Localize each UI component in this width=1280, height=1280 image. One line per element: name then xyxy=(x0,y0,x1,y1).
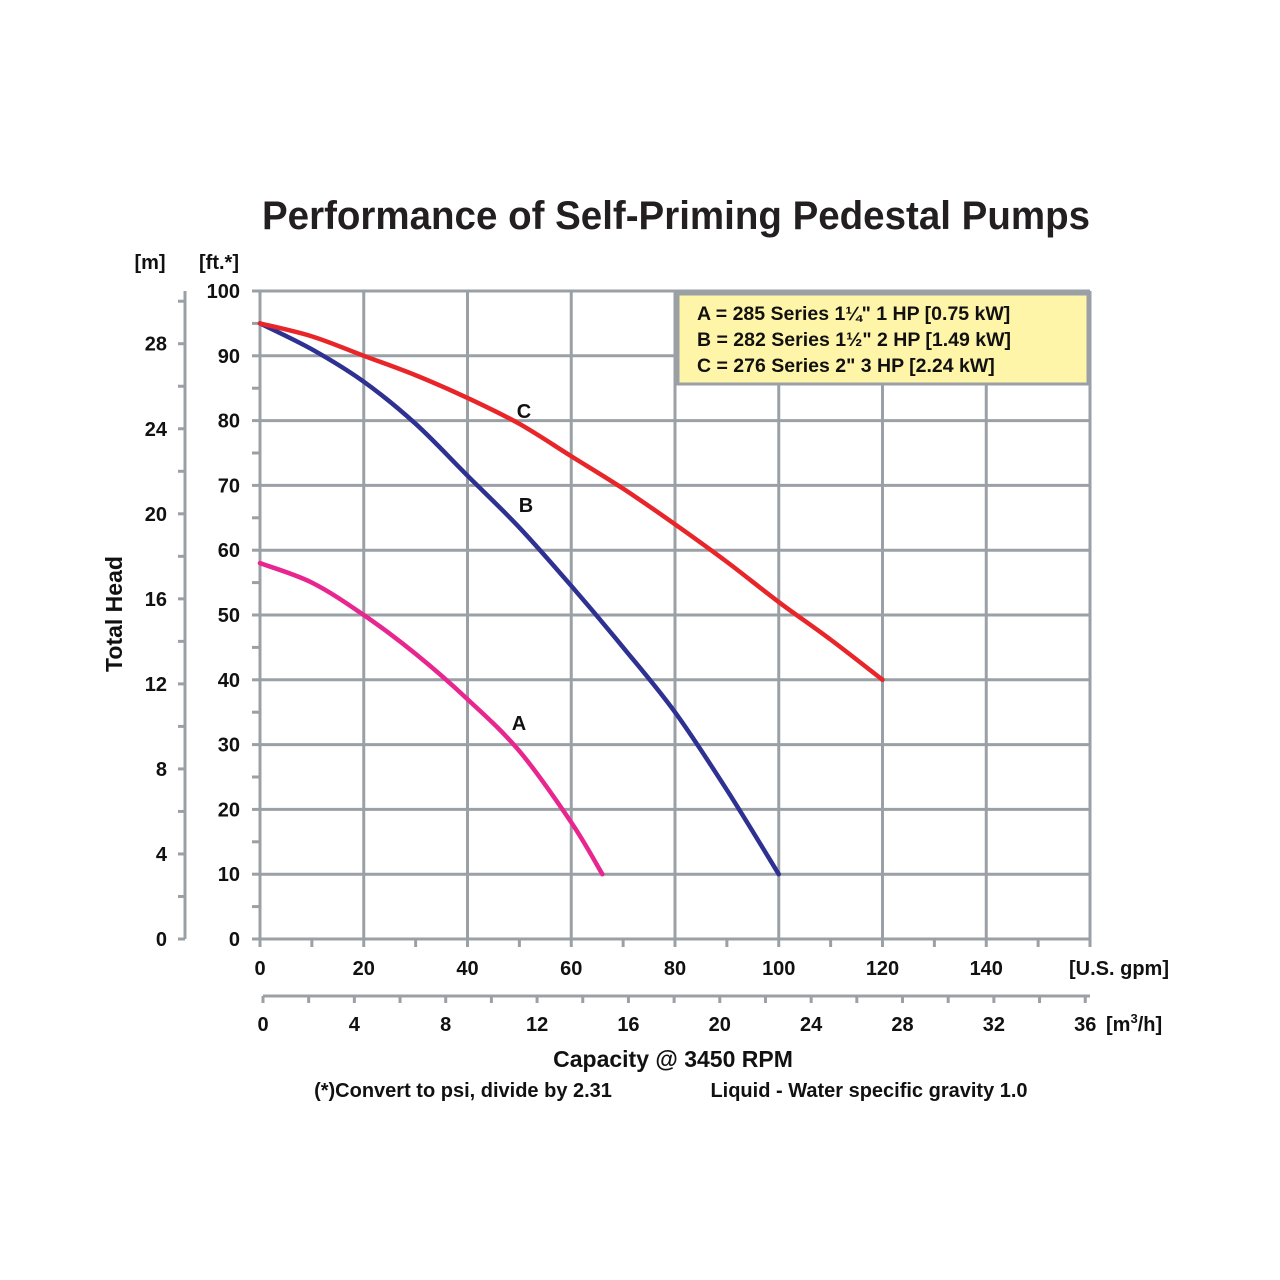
gpm-tick-label: 20 xyxy=(353,958,375,980)
ft-tick-label: 80 xyxy=(218,411,240,433)
ft-tick-label: 40 xyxy=(218,670,240,692)
curve-label-b: B xyxy=(519,495,533,517)
x-unit-m3h-sup: 3 xyxy=(1130,1011,1137,1026)
curve-b xyxy=(257,321,781,877)
curve-label-c: C xyxy=(517,401,531,423)
gpm-tick-label: 0 xyxy=(254,958,265,980)
meters-axis: 0 4 8 12 16 20 24 28 xyxy=(145,291,187,951)
legend-box xyxy=(676,292,1090,386)
gpm-tick-label: 100 xyxy=(762,958,795,980)
meters-tick-label: 24 xyxy=(145,419,168,441)
gpm-tick-label: 60 xyxy=(560,958,582,980)
ft-tick-label: 70 xyxy=(218,475,240,497)
legend-item-a: A = 285 Series 1¼" 1 HP [0.75 kW] xyxy=(697,303,1010,325)
ft-tick-label: 90 xyxy=(218,346,240,368)
m3h-tick-label: 12 xyxy=(526,1014,548,1036)
curve-a xyxy=(257,560,605,877)
meters-tick-label: 0 xyxy=(156,929,167,951)
curve-c xyxy=(257,321,885,683)
m3h-tick-label: 36 xyxy=(1074,1014,1096,1036)
legend-item-b: B = 282 Series 1½" 2 HP [1.49 kW] xyxy=(697,329,1011,351)
feet-axis-ticks: 0 10 20 30 40 50 60 70 80 90 100 xyxy=(207,281,240,951)
m3h-axis: 0 4 8 12 16 20 24 28 32 36 xyxy=(257,994,1096,1036)
curves xyxy=(257,321,885,877)
m3h-tick-label: 28 xyxy=(891,1014,913,1036)
x-unit-m3h: [m3/h] xyxy=(1106,1011,1162,1036)
footnote-psi: (*)Convert to psi, divide by 2.31 xyxy=(314,1080,612,1102)
m3h-tick-label: 16 xyxy=(617,1014,639,1036)
x-axis-title: Capacity @ 3450 RPM xyxy=(553,1046,793,1072)
ft-tick-label: 10 xyxy=(218,864,240,886)
ft-tick-label: 50 xyxy=(218,605,240,627)
m3h-tick-label: 20 xyxy=(709,1014,731,1036)
y-axis-title: Total Head xyxy=(101,556,127,672)
footnote-water: Liquid - Water specific gravity 1.0 xyxy=(710,1080,1027,1102)
curve-label-a: A xyxy=(512,713,526,735)
meters-tick-label: 28 xyxy=(145,334,167,356)
gpm-tick-label: 140 xyxy=(970,958,1003,980)
chart-title: Performance of Self-Priming Pedestal Pum… xyxy=(262,194,1090,238)
legend: A = 285 Series 1¼" 1 HP [0.75 kW] B = 28… xyxy=(676,292,1090,386)
m3h-tick-label: 32 xyxy=(983,1014,1005,1036)
gpm-tick-label: 80 xyxy=(664,958,686,980)
x-unit-m3h-base: [m xyxy=(1106,1014,1130,1036)
y-unit-meters: [m] xyxy=(134,252,165,274)
meters-tick-label: 20 xyxy=(145,504,167,526)
legend-item-c: C = 276 Series 2" 3 HP [2.24 kW] xyxy=(697,355,995,377)
ft-tick-label: 60 xyxy=(218,540,240,562)
gpm-tick-label: 40 xyxy=(456,958,478,980)
ft-tick-label: 100 xyxy=(207,281,240,303)
y-unit-feet: [ft.*] xyxy=(199,252,239,274)
meters-tick-label: 16 xyxy=(145,589,167,611)
m3h-tick-label: 24 xyxy=(800,1014,823,1036)
meters-tick-label: 12 xyxy=(145,674,167,696)
ft-tick-label: 20 xyxy=(218,799,240,821)
meters-tick-label: 8 xyxy=(156,759,167,781)
m3h-tick-label: 0 xyxy=(257,1014,268,1036)
m3h-tick-label: 4 xyxy=(349,1014,361,1036)
ft-tick-label: 0 xyxy=(229,929,240,951)
meters-tick-label: 4 xyxy=(156,844,168,866)
x-unit-m3h-tail: /h] xyxy=(1138,1014,1162,1036)
ft-tick-label: 30 xyxy=(218,735,240,757)
gpm-tick-label: 120 xyxy=(866,958,899,980)
gpm-axis-ticks: 0 20 40 60 80 100 120 140 xyxy=(254,958,1003,980)
x-unit-gpm: [U.S. gpm] xyxy=(1069,958,1169,980)
m3h-tick-label: 8 xyxy=(440,1014,451,1036)
